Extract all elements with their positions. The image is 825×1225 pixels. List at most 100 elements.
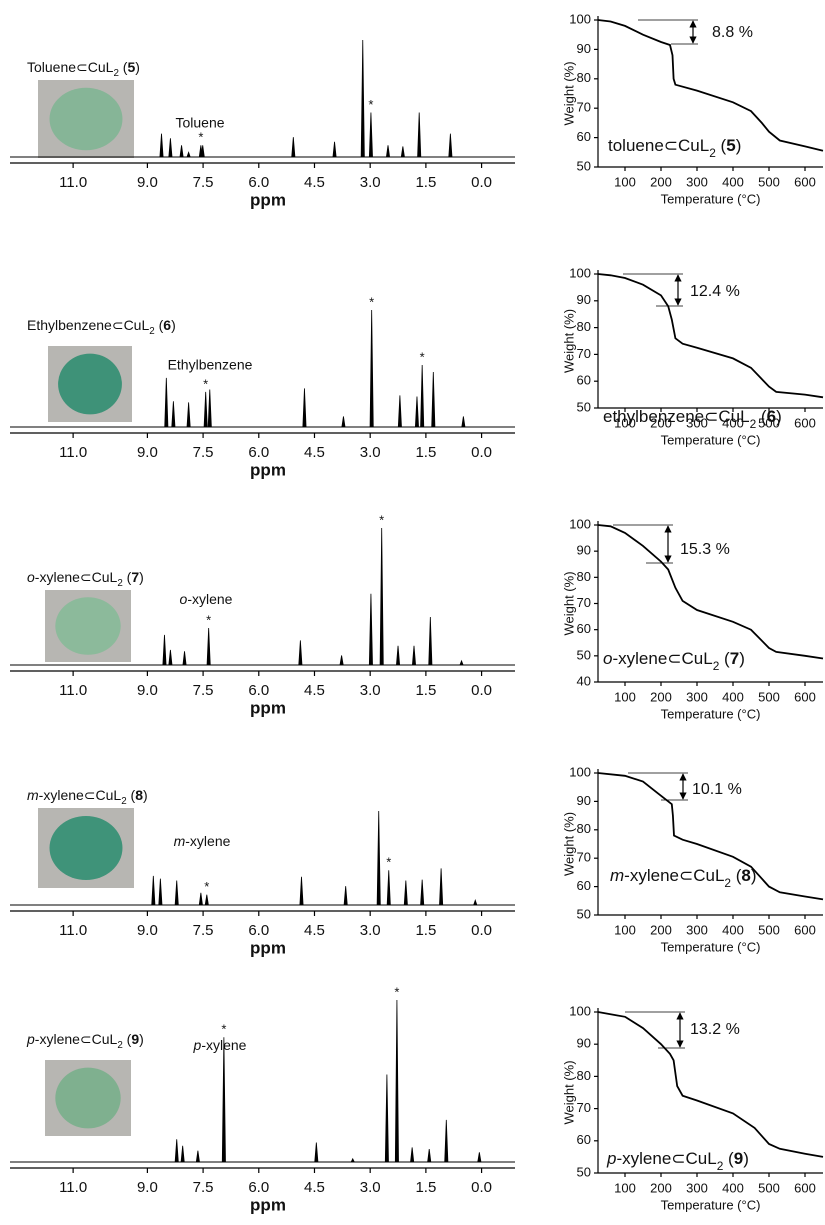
peak-label: * [369,294,374,309]
tga-title: toluene⊂CuL2 (5) [608,136,741,160]
x-tick-label: 300 [686,1180,708,1195]
peak-label: * [386,855,391,870]
x-tick-label: 200 [650,174,672,189]
x-tick-label: 100 [614,174,636,189]
text-part: ( [716,136,727,155]
peak-label: * [198,130,203,145]
x-tick-label: 600 [794,922,816,937]
text-part: ( [119,59,128,75]
nmr-peak [182,651,187,666]
x-axis-label: Temperature (°C) [661,432,761,447]
x-tick-label: 11.0 [59,922,87,939]
x-tick-label: 4.5 [304,444,325,461]
nmr-peak [439,868,444,906]
nmr-peak [459,659,464,666]
x-tick-label: 0.0 [471,1179,492,1196]
x-tick-label: 400 [722,174,744,189]
y-tick-label: 70 [577,1100,591,1115]
x-tick-label: 7.5 [193,174,214,191]
x-tick-label: 4.5 [304,1179,325,1196]
x-axis-label: Temperature (°C) [661,191,761,206]
y-tick-label: 100 [569,265,591,280]
y-tick-label: 50 [577,1164,591,1179]
x-tick-label: 600 [794,1180,816,1195]
mass-loss-label: 12.4 % [690,283,740,300]
text-part: ( [756,407,767,426]
nmr-peak [461,416,466,428]
text-part: ) [743,1149,749,1168]
peak-label: * [203,376,208,391]
nmr-peak [431,371,436,428]
nmr-peak [291,137,296,158]
text-part: -xylene [185,833,230,849]
nmr-peak [369,309,374,428]
text-part: ( [155,317,164,333]
text-part: ( [123,1031,132,1047]
text-part: ) [143,787,148,803]
nmr-title: Toluene⊂CuL2 (5) [27,59,140,79]
nmr-peak [174,880,179,906]
nmr-peak [200,145,205,158]
nmr-peak [417,112,422,158]
tga-title: p-xylene⊂CuL2 (9) [606,1149,749,1173]
nmr-peak [420,879,425,906]
x-tick-label: 9.0 [137,922,158,939]
x-tick-label: 6.0 [248,682,269,699]
tga-title: o-xylene⊂CuL2 (7) [603,649,745,673]
text-part: 2 [724,876,731,890]
x-axis-label: ppm [250,190,286,209]
x-tick-label: 400 [722,1180,744,1195]
text-part: toluene⊂CuL [608,136,709,155]
x-tick-label: 200 [650,415,672,430]
x-tick-label: 4.5 [304,922,325,939]
text-part: ) [776,407,782,426]
text-part: 2 [121,796,126,807]
y-tick-label: 100 [569,516,591,531]
x-tick-label: 1.5 [415,1179,436,1196]
x-tick-label: 100 [614,1180,636,1195]
text-part: Toluene⊂CuL [27,59,114,75]
text-part: 7 [730,649,739,668]
y-tick-label: 100 [569,1003,591,1018]
text-part: 2 [713,659,720,673]
x-tick-label: 11.0 [59,174,87,191]
tga-curve [597,524,824,660]
x-axis-label: Temperature (°C) [661,1197,761,1212]
nmr-peak [299,876,304,906]
nmr-peak [350,1157,355,1163]
x-tick-label: 500 [758,174,780,189]
y-tick-label: 60 [577,878,591,893]
y-tick-label: 50 [577,399,591,414]
x-tick-label: 9.0 [137,444,158,461]
x-tick-label: 100 [614,922,636,937]
text-part: ) [751,866,757,885]
x-tick-label: 7.5 [193,1179,214,1196]
nmr-peak [341,416,346,428]
nmr-peak [174,1139,179,1163]
nmr-peak [159,133,164,158]
x-tick-label: 0.0 [471,444,492,461]
nmr-peak [386,870,391,906]
y-tick-label: 100 [569,11,591,26]
y-tick-label: 80 [577,821,591,836]
nmr-peak [180,1145,185,1163]
mass-loss-label: 10.1 % [692,781,742,798]
text-part: ) [135,59,140,75]
x-tick-label: 9.0 [137,682,158,699]
x-tick-label: 300 [686,922,708,937]
y-tick-label: 70 [577,595,591,610]
nmr-peak [403,880,408,906]
tga-title: m-xylene⊂CuL2 (8) [610,866,757,890]
text-part: o [27,569,35,585]
text-part: 6 [163,317,171,333]
x-tick-label: 3.0 [360,1179,381,1196]
tga-curve [597,19,824,152]
tga-curve [597,273,824,399]
x-tick-label: 300 [686,174,708,189]
x-tick-label: 1.5 [415,174,436,191]
x-tick-label: 1.5 [415,922,436,939]
text-part: o [603,649,612,668]
nmr-peak [314,1142,319,1163]
x-axis-label: ppm [250,698,286,717]
y-tick-label: 100 [569,764,591,779]
